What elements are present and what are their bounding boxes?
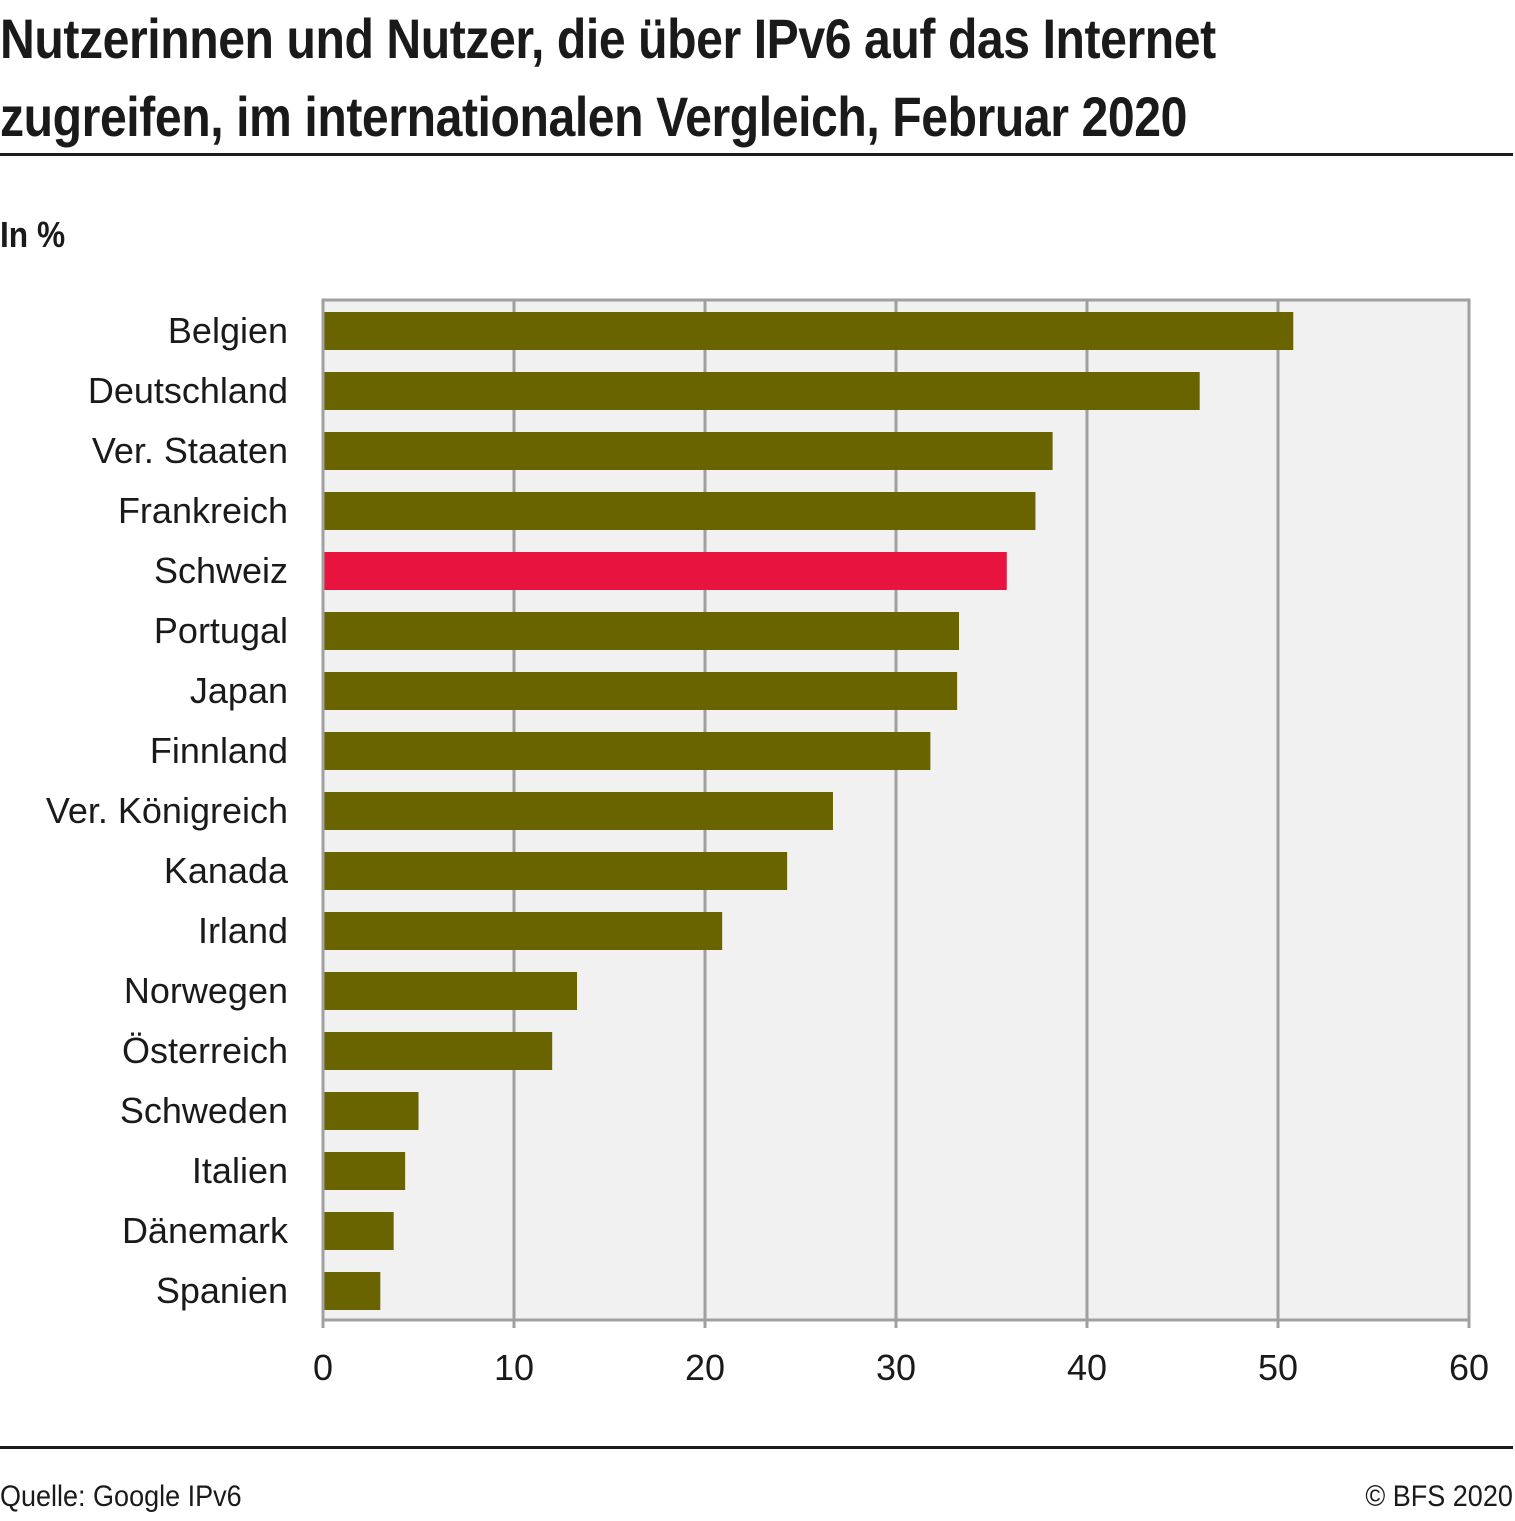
category-label: Dänemark xyxy=(122,1210,289,1251)
x-tick-label: 40 xyxy=(1067,1347,1107,1388)
bar-dänemark xyxy=(323,1212,394,1250)
bar-italien xyxy=(323,1152,406,1190)
x-tick-label: 10 xyxy=(494,1347,534,1388)
bar-deutschland xyxy=(323,372,1200,410)
category-label: Italien xyxy=(192,1150,288,1191)
bar-belgien xyxy=(323,312,1294,350)
x-tick-label: 60 xyxy=(1449,1347,1489,1388)
bar-spanien xyxy=(323,1272,381,1310)
category-label: Spanien xyxy=(156,1270,288,1311)
bar-österreich xyxy=(323,1032,553,1070)
bar-ver-staaten xyxy=(323,432,1053,470)
x-tick-label: 20 xyxy=(685,1347,725,1388)
category-label: Österreich xyxy=(122,1030,288,1071)
bar-chart: Belgien Deutschland Ver. Staaten Frankreich… xyxy=(46,298,1489,1388)
source-note: Quelle: Google IPv6 xyxy=(0,1480,242,1513)
plot-frame xyxy=(321,298,1471,1322)
unit-label: In % xyxy=(0,214,66,255)
category-labels: Belgien Deutschland Ver. Staaten Frankreich… xyxy=(46,310,289,1311)
category-label: Deutschland xyxy=(88,370,288,411)
bars xyxy=(323,312,1294,1310)
bar-schweiz xyxy=(323,552,1007,590)
bar-portugal xyxy=(323,612,960,650)
category-label: Irland xyxy=(198,910,288,951)
x-tick-label: 0 xyxy=(313,1347,333,1388)
x-axis-ticks: 0 10 20 30 40 50 60 xyxy=(313,1320,1489,1388)
category-label: Finnland xyxy=(150,730,288,771)
footer-divider xyxy=(0,1446,1513,1449)
category-label: Schweiz xyxy=(154,550,288,591)
x-tick-label: 50 xyxy=(1258,1347,1298,1388)
chart-title-line-1: Nutzerinnen und Nutzer, die über IPv6 au… xyxy=(0,7,1216,70)
x-tick-label: 30 xyxy=(876,1347,916,1388)
chart-title: Nutzerinnen und Nutzer, die über IPv6 au… xyxy=(0,0,1462,156)
bar-frankreich xyxy=(323,492,1036,530)
bar-ver-königreich xyxy=(323,792,833,830)
category-label: Ver. Staaten xyxy=(92,430,288,471)
title-divider xyxy=(0,153,1513,156)
bar-norwegen xyxy=(323,972,578,1010)
bar-finnland xyxy=(323,732,931,770)
bar-irland xyxy=(323,912,723,950)
category-label: Ver. Königreich xyxy=(46,790,288,831)
category-label: Norwegen xyxy=(124,970,288,1011)
bar-kanada xyxy=(323,852,788,890)
category-label: Schweden xyxy=(120,1090,288,1131)
bar-japan xyxy=(323,672,958,710)
category-label: Portugal xyxy=(154,610,288,651)
bar-schweden xyxy=(323,1092,419,1130)
chart-title-line-2: zugreifen, im internationalen Vergleich,… xyxy=(0,85,1187,148)
category-label: Frankreich xyxy=(118,490,288,531)
category-label: Kanada xyxy=(164,850,289,891)
copyright-note: © BFS 2020 xyxy=(1365,1480,1513,1513)
category-label: Belgien xyxy=(168,310,288,351)
category-label: Japan xyxy=(190,670,288,711)
